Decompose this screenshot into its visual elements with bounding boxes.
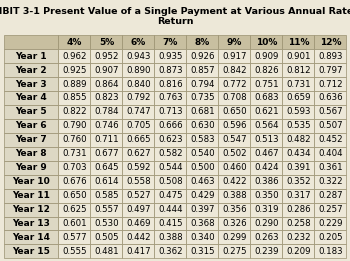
Text: Return: Return <box>157 17 193 26</box>
Text: EXHIBIT 3-1 Present Value of a Single Payment at Various Annual Rates of: EXHIBIT 3-1 Present Value of a Single Pa… <box>0 7 350 15</box>
